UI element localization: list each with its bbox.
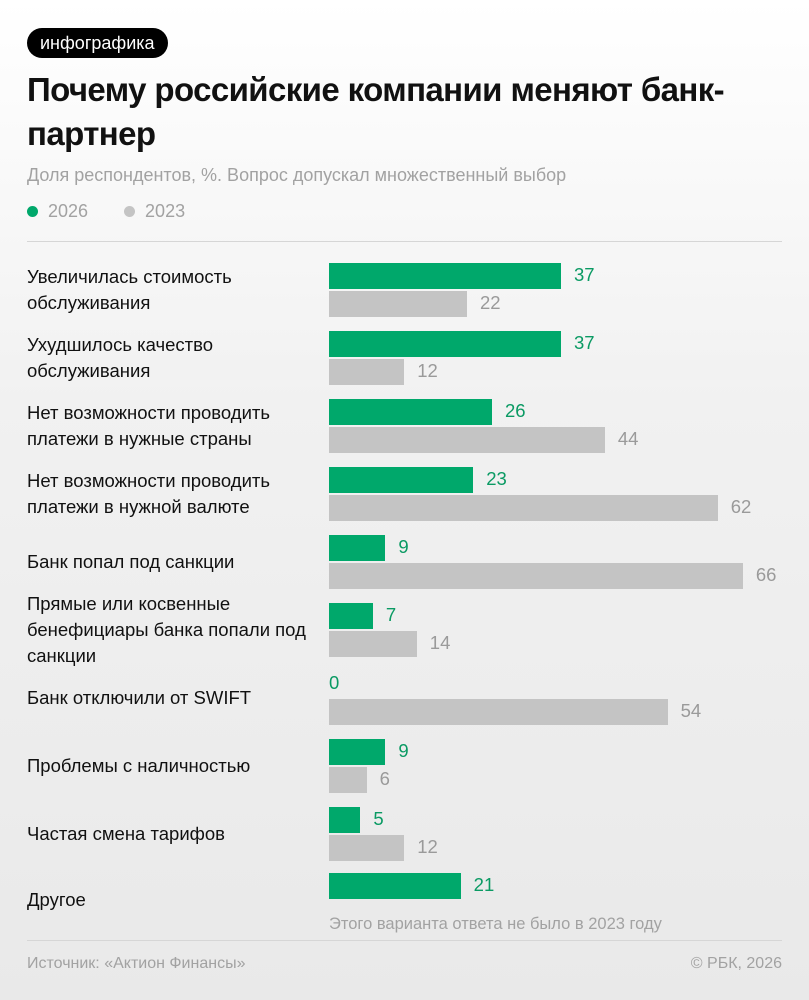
category-label: Увеличилась стоимость обслуживания (27, 266, 232, 313)
legend-label-2023: 2023 (145, 201, 186, 221)
value-label-2023: 54 (680, 700, 702, 721)
bar-2023 (329, 835, 405, 861)
bar-2023 (329, 359, 405, 385)
category-label: Проблемы с наличностью (27, 755, 251, 776)
value-label-2026: 21 (473, 874, 495, 895)
bar-2026 (329, 399, 493, 425)
category-label: Ухудшилось качество обслуживания (27, 334, 214, 381)
bar-2023 (329, 427, 605, 453)
value-label-2026: 23 (486, 468, 507, 489)
bar-2026 (329, 873, 461, 899)
category-label: Нет возможности проводить платежи в нужн… (27, 402, 271, 449)
legend-item-2026: 2026 (27, 201, 88, 222)
source-note: Источник: «Актион Финансы» (27, 955, 246, 972)
value-label-2023: 14 (429, 632, 451, 653)
value-label-2026: 26 (505, 400, 526, 421)
bar-2023 (329, 631, 417, 657)
copyright: © РБК, 2026 (690, 955, 782, 972)
bar-2026 (329, 535, 386, 561)
category-label: Банк отключили от SWIFT (27, 687, 252, 708)
chart-title: Почему российские компании меняют банк-п… (27, 71, 725, 152)
bar-2023 (329, 767, 367, 793)
value-label-2023: 22 (479, 292, 501, 313)
value-label-2023: 12 (417, 360, 438, 381)
infographic-tag: инфографика (27, 28, 168, 58)
value-label-2023: 6 (379, 768, 390, 789)
bar-2026 (329, 331, 561, 357)
value-label-2026: 37 (574, 264, 595, 285)
bar-2026 (329, 603, 373, 629)
bar-2023 (329, 291, 467, 317)
bar-2026 (329, 739, 386, 765)
category-label: Нет возможности проводить платежи в нужн… (27, 470, 271, 517)
value-label-2026: 7 (385, 604, 397, 625)
value-label-2023: 66 (755, 564, 777, 585)
chart-subtitle: Доля респондентов, %. Вопрос допускал мн… (27, 165, 567, 185)
missing-2023-note: Этого варианта ответа не было в 2023 год… (329, 915, 662, 933)
bar-2026 (329, 263, 561, 289)
bar-2023 (329, 699, 668, 725)
value-label-2026: 0 (329, 672, 340, 693)
value-label-2023: 44 (617, 428, 639, 449)
bottom-divider (27, 940, 782, 941)
value-label-2023: 12 (417, 836, 438, 857)
value-label-2023: 62 (730, 496, 752, 517)
bar-2023 (329, 563, 743, 589)
category-label: Банк попал под санкции (27, 551, 235, 572)
legend-item-2023: 2023 (124, 201, 185, 222)
value-label-2026: 37 (574, 332, 595, 353)
category-label: Частая смена тарифов (27, 823, 225, 844)
bar-2026 (329, 807, 361, 833)
bar-2023 (329, 495, 718, 521)
bar-2026 (329, 467, 474, 493)
category-label: Прямые или косвенные бенефициары банка п… (27, 593, 306, 666)
legend: 2026 2023 (27, 201, 185, 222)
legend-dot-2026 (27, 206, 38, 217)
value-label-2026: 9 (398, 740, 409, 761)
top-divider (27, 241, 782, 242)
legend-label-2026: 2026 (48, 201, 89, 221)
category-label: Другое (27, 889, 86, 910)
value-label-2026: 9 (398, 536, 409, 557)
legend-dot-2023 (124, 206, 136, 217)
value-label-2026: 5 (373, 808, 384, 829)
